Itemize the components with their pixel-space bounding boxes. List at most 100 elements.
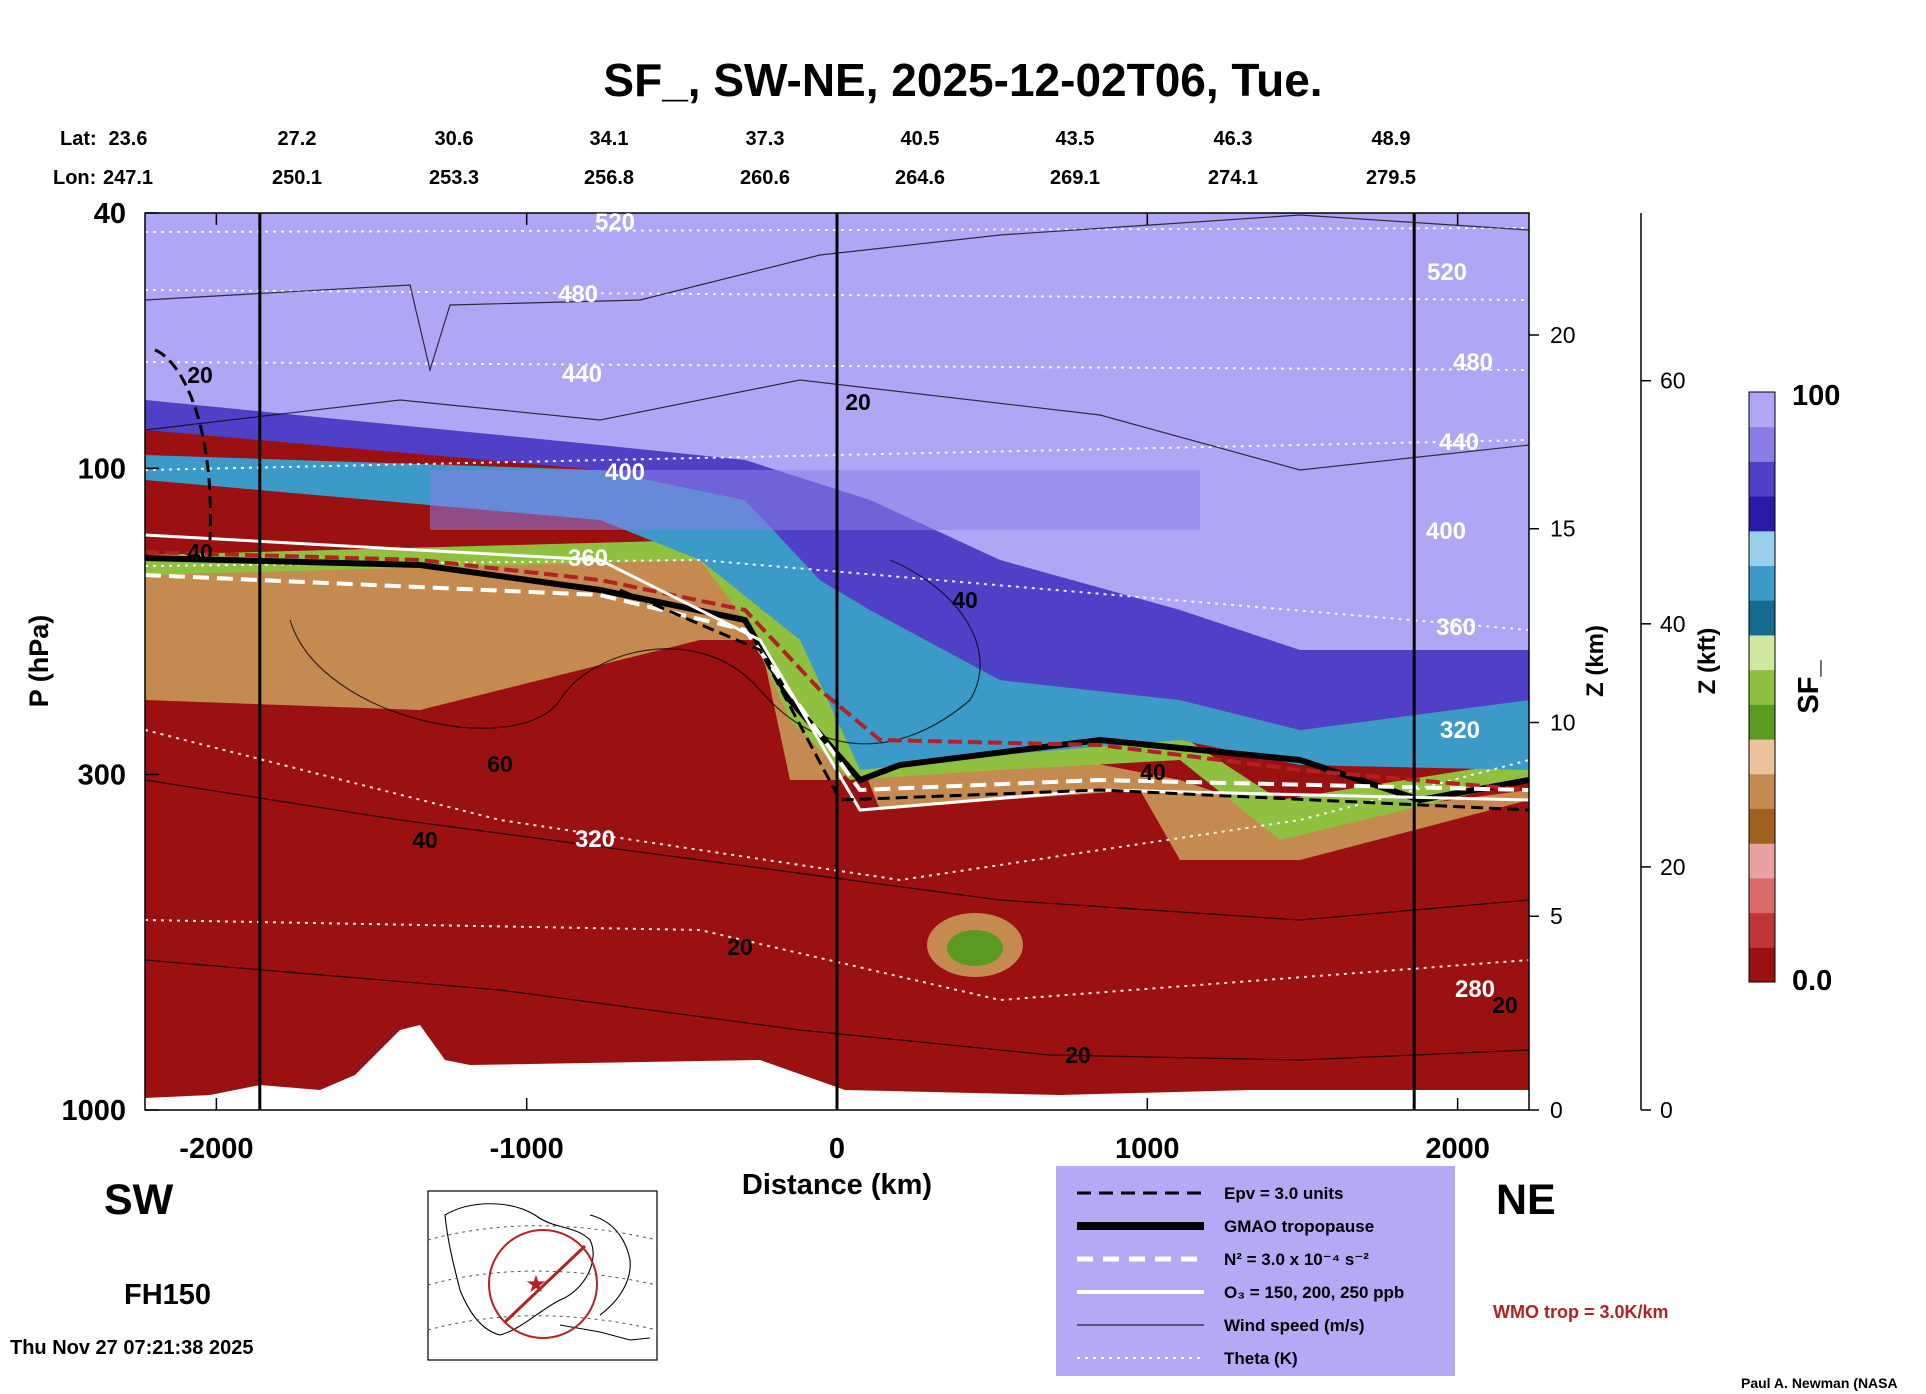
lon-value: 264.6	[895, 167, 945, 189]
lon-value: 256.8	[584, 167, 634, 189]
legend: Epv = 3.0 units GMAO tropopause N² = 3.0 x…	[1056, 1166, 1455, 1376]
inset-section-line	[503, 1244, 587, 1324]
tropopause-lines	[145, 348, 1529, 812]
colorbar-swatch	[1749, 877, 1775, 914]
lat-row-label: Lat:	[60, 128, 97, 150]
colorbar-swatch	[1749, 947, 1775, 983]
z-km-tick-label: 10	[1550, 709, 1576, 735]
lat-value: 46.3	[1214, 128, 1253, 150]
wind-label: 40	[1140, 759, 1166, 785]
colorbar-swatch	[1749, 704, 1775, 740]
orography	[145, 1025, 1529, 1110]
theta-label: 400	[605, 459, 645, 486]
latlon-values: 23.6 27.2 30.6 34.1 37.3 40.5 43.5 46.3 48.9 247.…	[103, 128, 1416, 189]
wind-label: 20	[727, 934, 753, 960]
theta-label: 360	[568, 545, 608, 572]
x-tick-label: -1000	[490, 1133, 564, 1165]
wind-label: 20	[1492, 992, 1518, 1018]
theta-line-440	[145, 361, 1529, 371]
lat-value: 30.6	[435, 128, 474, 150]
wmo-trop-label: WMO trop = 3.0K/km	[1493, 1302, 1669, 1322]
z-km-tick-label: 5	[1550, 903, 1563, 929]
x-axis: -2000 -1000 0 1000 2000	[179, 213, 1490, 1165]
wind-label: 20	[845, 389, 871, 415]
colorbar-swatch	[1749, 773, 1775, 809]
colorbar-swatch	[1749, 634, 1775, 671]
theta-line-400	[145, 439, 1529, 471]
lon-value: 279.5	[1366, 167, 1416, 189]
timestamp: Thu Nov 27 07:21:38 2025	[10, 1337, 253, 1359]
theta-line-520	[145, 227, 1529, 233]
wind-labels: 20 40 60 40 20 20 40 40 20 20	[187, 362, 1518, 1068]
theta-label: 480	[558, 281, 598, 308]
theta-label: 440	[562, 361, 602, 388]
lon-row-label: Lon:	[53, 167, 96, 189]
lon-value: 253.3	[429, 167, 479, 189]
theta-label: 320	[575, 826, 615, 853]
theta-labels: 520 480 440 400 360 320 280 520 480 440 400 360 320	[558, 209, 1495, 1003]
colorbar-swatch	[1749, 808, 1775, 844]
x-axis-title: Distance (km)	[742, 1169, 932, 1201]
lat-value: 27.2	[278, 128, 317, 150]
y2-axis-title: Z (km)	[1582, 625, 1609, 697]
theta-label: 400	[1426, 518, 1466, 545]
colorbar-swatch	[1749, 530, 1775, 567]
lon-value: 260.6	[740, 167, 790, 189]
wind-contour-mid	[145, 379, 1529, 471]
wmo-tropopause	[145, 550, 1529, 792]
colorbar-swatch	[1749, 496, 1775, 532]
wind-label: 40	[952, 587, 978, 613]
legend-box	[1056, 1166, 1455, 1376]
wind-label: 40	[412, 827, 438, 853]
ozone-lines	[145, 533, 1529, 812]
z-km-tick-label: 20	[1550, 322, 1576, 348]
inset-center-star-icon: ★	[525, 1271, 547, 1298]
y-tick-label: 1000	[61, 1095, 126, 1127]
legend-label: N² = 3.0 x 10⁻⁴ s⁻²	[1224, 1250, 1369, 1269]
legend-label: Theta (K)	[1224, 1349, 1298, 1368]
wind-label: 20	[187, 362, 213, 388]
inset-coastline	[444, 1203, 594, 1336]
colorbar-swatch	[1749, 392, 1775, 428]
lon-value: 274.1	[1208, 167, 1258, 189]
y-tick-label: 300	[78, 759, 126, 791]
colorbar-swatch	[1749, 912, 1775, 948]
sf-inner-blob-core	[947, 930, 1003, 966]
inset-lat-grid-1	[427, 1225, 658, 1241]
inset-range-circle	[488, 1229, 598, 1339]
y-tick-label: 100	[78, 453, 126, 485]
theta-label: 480	[1453, 349, 1493, 376]
z-kft-axis: 0 20 40 60	[1640, 213, 1686, 1123]
z-kft-tick-label: 0	[1660, 1097, 1673, 1123]
inset-lat-grid-3	[427, 1315, 658, 1331]
sw-label: SW	[104, 1176, 174, 1224]
colorbar-title: SF_	[1793, 660, 1825, 714]
y3-axis-title: Z (kft)	[1694, 628, 1721, 695]
chart-title: SF_, SW-NE, 2025-12-02T06, Tue.	[603, 54, 1322, 106]
inset-map: ★	[427, 1190, 658, 1361]
wind-contour-low	[145, 779, 1529, 921]
lat-value: 23.6	[109, 128, 148, 150]
x-tick-label: 1000	[1115, 1133, 1180, 1165]
lon-value: 250.1	[272, 167, 322, 189]
theta-line-280	[145, 919, 1529, 1002]
z-km-axis: 0 5 10 15 20	[1529, 322, 1576, 1123]
credit: Paul A. Newman (NASA	[1741, 1375, 1898, 1391]
lon-value: 247.1	[103, 167, 153, 189]
legend-label: O₃ = 150, 200, 250 ppb	[1224, 1283, 1404, 1302]
ne-label: NE	[1496, 1176, 1556, 1224]
theta-label: 520	[595, 209, 635, 236]
wind-label: 60	[487, 751, 513, 777]
theta-label: 360	[1436, 614, 1476, 641]
wind-contours	[145, 214, 1529, 1061]
lat-row: Lat:	[60, 128, 97, 150]
colorbar-min-label: 0.0	[1792, 965, 1832, 997]
lat-value: 37.3	[746, 128, 785, 150]
lon-value: 269.1	[1050, 167, 1100, 189]
lon-row: Lon:	[53, 167, 96, 189]
colorbar-swatch	[1749, 669, 1775, 705]
wind-label: 40	[187, 539, 213, 565]
colorbar-swatch	[1749, 739, 1775, 775]
epv-line	[154, 348, 1529, 812]
